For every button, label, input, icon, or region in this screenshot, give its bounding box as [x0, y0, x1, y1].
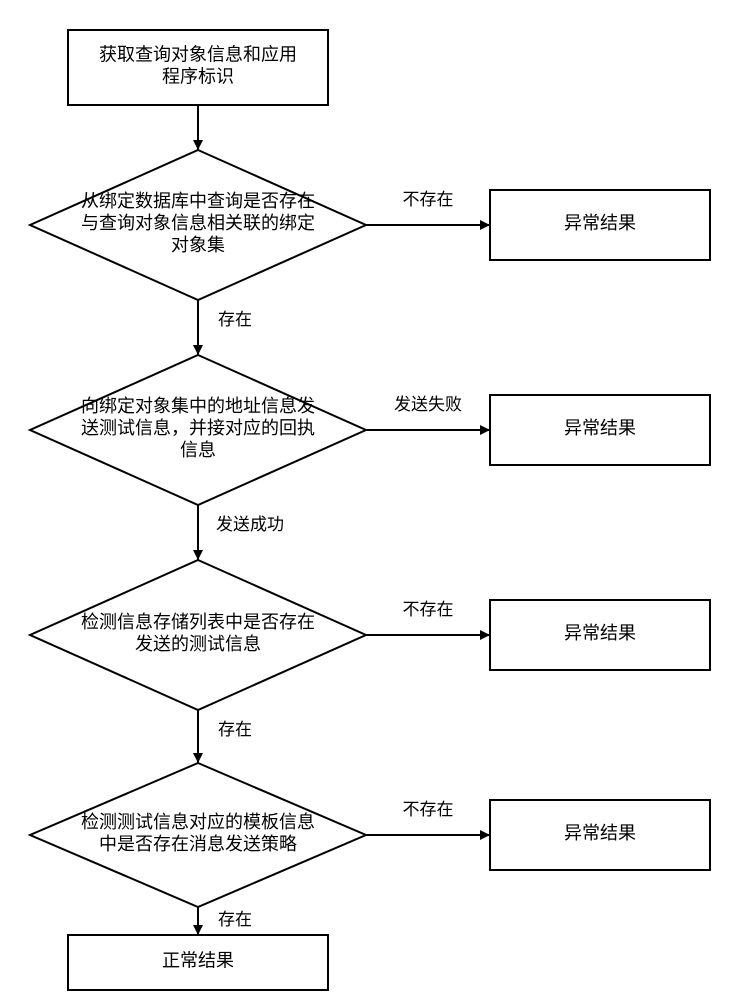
node-text: 正常结果	[162, 951, 234, 971]
node-text: 获取查询对象信息和应用	[99, 45, 297, 65]
node-text: 异常结果	[564, 213, 636, 233]
edge-label: 不存在	[403, 600, 454, 619]
edge-label: 存在	[218, 720, 252, 739]
node-text: 程序标识	[162, 67, 234, 87]
edge-label: 存在	[218, 310, 252, 329]
node-text: 发送的测试信息	[135, 634, 261, 654]
node-text: 与查询对象信息相关联的绑定	[81, 213, 315, 233]
node-text: 检测信息存储列表中是否存在	[81, 612, 315, 632]
node-text: 异常结果	[564, 418, 636, 438]
flowchart-canvas: 存在不存在发送成功发送失败存在不存在存在不存在获取查询对象信息和应用程序标识从绑…	[0, 0, 745, 1000]
node-text: 向绑定对象集中的地址信息发	[81, 396, 315, 416]
edge-label: 不存在	[403, 190, 454, 209]
node-text: 异常结果	[564, 623, 636, 643]
edge-label: 发送成功	[216, 515, 284, 534]
node-text: 中是否存在消息发送策略	[99, 834, 297, 854]
node-text: 异常结果	[564, 823, 636, 843]
edge-label: 存在	[218, 910, 252, 929]
edge-label: 不存在	[403, 800, 454, 819]
node-text: 信息	[180, 440, 216, 460]
node-text: 送测试信息，并接对应的回执	[81, 418, 315, 438]
node-text: 从绑定数据库中查询是否存在	[81, 191, 315, 211]
node-text: 检测测试信息对应的模板信息	[81, 812, 315, 832]
node-text: 对象集	[171, 235, 225, 255]
edge-label: 发送失败	[394, 395, 462, 414]
